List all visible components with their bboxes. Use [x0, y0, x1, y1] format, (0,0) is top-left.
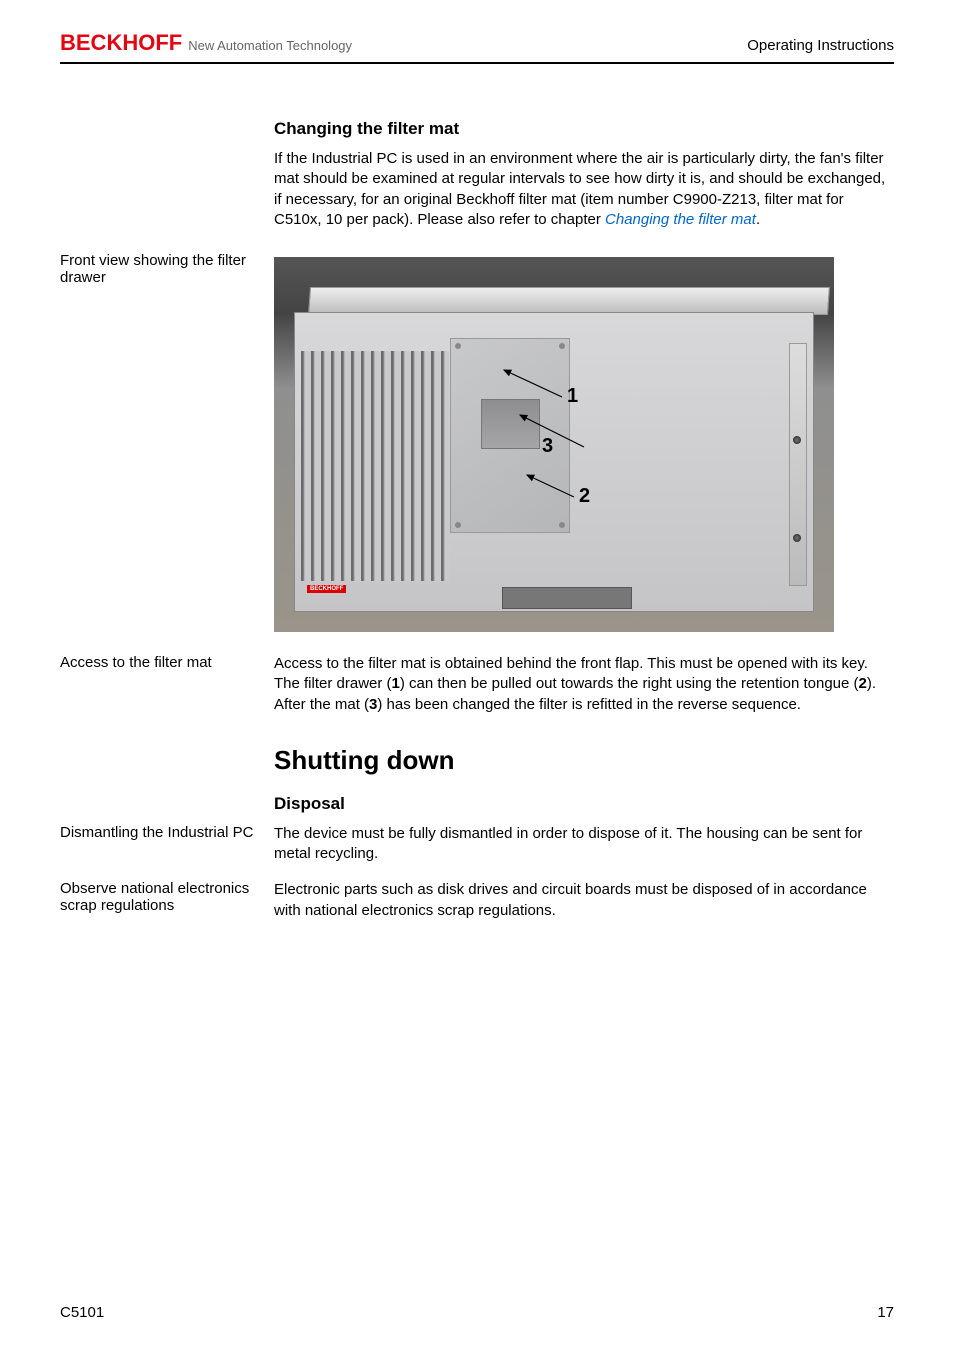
- device-vents: [301, 351, 449, 581]
- screw-icon: [559, 522, 565, 528]
- callout-2: 2: [579, 485, 590, 508]
- callout-number: 2: [579, 485, 590, 508]
- access-paragraph-1: Access to the filter mat is obtained beh…: [274, 654, 894, 695]
- footer-model: C5101: [60, 1304, 104, 1321]
- link-changing-filter-mat[interactable]: Changing the filter mat: [605, 211, 756, 228]
- screw-icon: [793, 436, 801, 444]
- callout-1: 1: [567, 385, 578, 408]
- screw-icon: [455, 522, 461, 528]
- screw-icon: [559, 343, 565, 349]
- heading-disposal: Disposal: [274, 794, 894, 814]
- logo-brand: BECKHOFF: [60, 30, 182, 56]
- access-body: Access to the filter mat is obtained beh…: [274, 654, 894, 715]
- intro-text-end: .: [756, 211, 760, 228]
- figure-container: BECKHOFF 1 3 2: [274, 252, 894, 632]
- intro-text: If the Industrial PC is used in an envir…: [274, 150, 885, 228]
- logo: BECKHOFF New Automation Technology: [60, 30, 352, 56]
- page-header: BECKHOFF New Automation Technology Opera…: [60, 30, 894, 64]
- intro-paragraph: If the Industrial PC is used in an envir…: [274, 149, 894, 230]
- side-col-empty-2: [60, 725, 270, 824]
- logo-tagline: New Automation Technology: [188, 38, 352, 53]
- section-shutdown: Shutting down Disposal: [274, 725, 894, 824]
- access-label: Access to the filter mat: [60, 654, 270, 715]
- heading-filtermat: Changing the filter mat: [274, 119, 894, 139]
- page-footer: C5101 17: [60, 1304, 894, 1321]
- section-filtermat-intro: Changing the filter mat If the Industria…: [274, 119, 894, 230]
- device-figure: BECKHOFF 1 3 2: [274, 257, 834, 632]
- regulations-paragraph: Electronic parts such as disk drives and…: [274, 880, 894, 921]
- dismantling-body: The device must be fully dismantled in o…: [274, 824, 894, 865]
- figure-caption: Front view showing the filter drawer: [60, 252, 270, 632]
- side-col-empty-1: [60, 119, 270, 230]
- screw-icon: [455, 343, 461, 349]
- regulations-body: Electronic parts such as disk drives and…: [274, 880, 894, 921]
- callout-3: 3: [542, 435, 553, 458]
- device-body: BECKHOFF: [294, 312, 814, 612]
- content-grid: Changing the filter mat If the Industria…: [60, 119, 894, 921]
- regulations-label: Observe national electronics scrap regul…: [60, 880, 270, 921]
- dismantling-label: Dismantling the Industrial PC: [60, 824, 270, 865]
- device-bottom-bay: [502, 587, 632, 609]
- device-brand-label: BECKHOFF: [307, 585, 346, 593]
- dismantling-paragraph: The device must be fully dismantled in o…: [274, 824, 894, 865]
- callout-number: 3: [542, 435, 553, 458]
- callout-number: 1: [567, 385, 578, 408]
- device-top: [308, 287, 830, 315]
- footer-page-number: 17: [877, 1304, 894, 1321]
- heading-shutdown: Shutting down: [274, 745, 894, 776]
- screw-icon: [793, 534, 801, 542]
- access-paragraph-2: After the mat (3) has been changed the f…: [274, 695, 894, 715]
- device-right-edge: [789, 343, 807, 586]
- filter-slot: [481, 399, 540, 449]
- header-section-label: Operating Instructions: [747, 37, 894, 54]
